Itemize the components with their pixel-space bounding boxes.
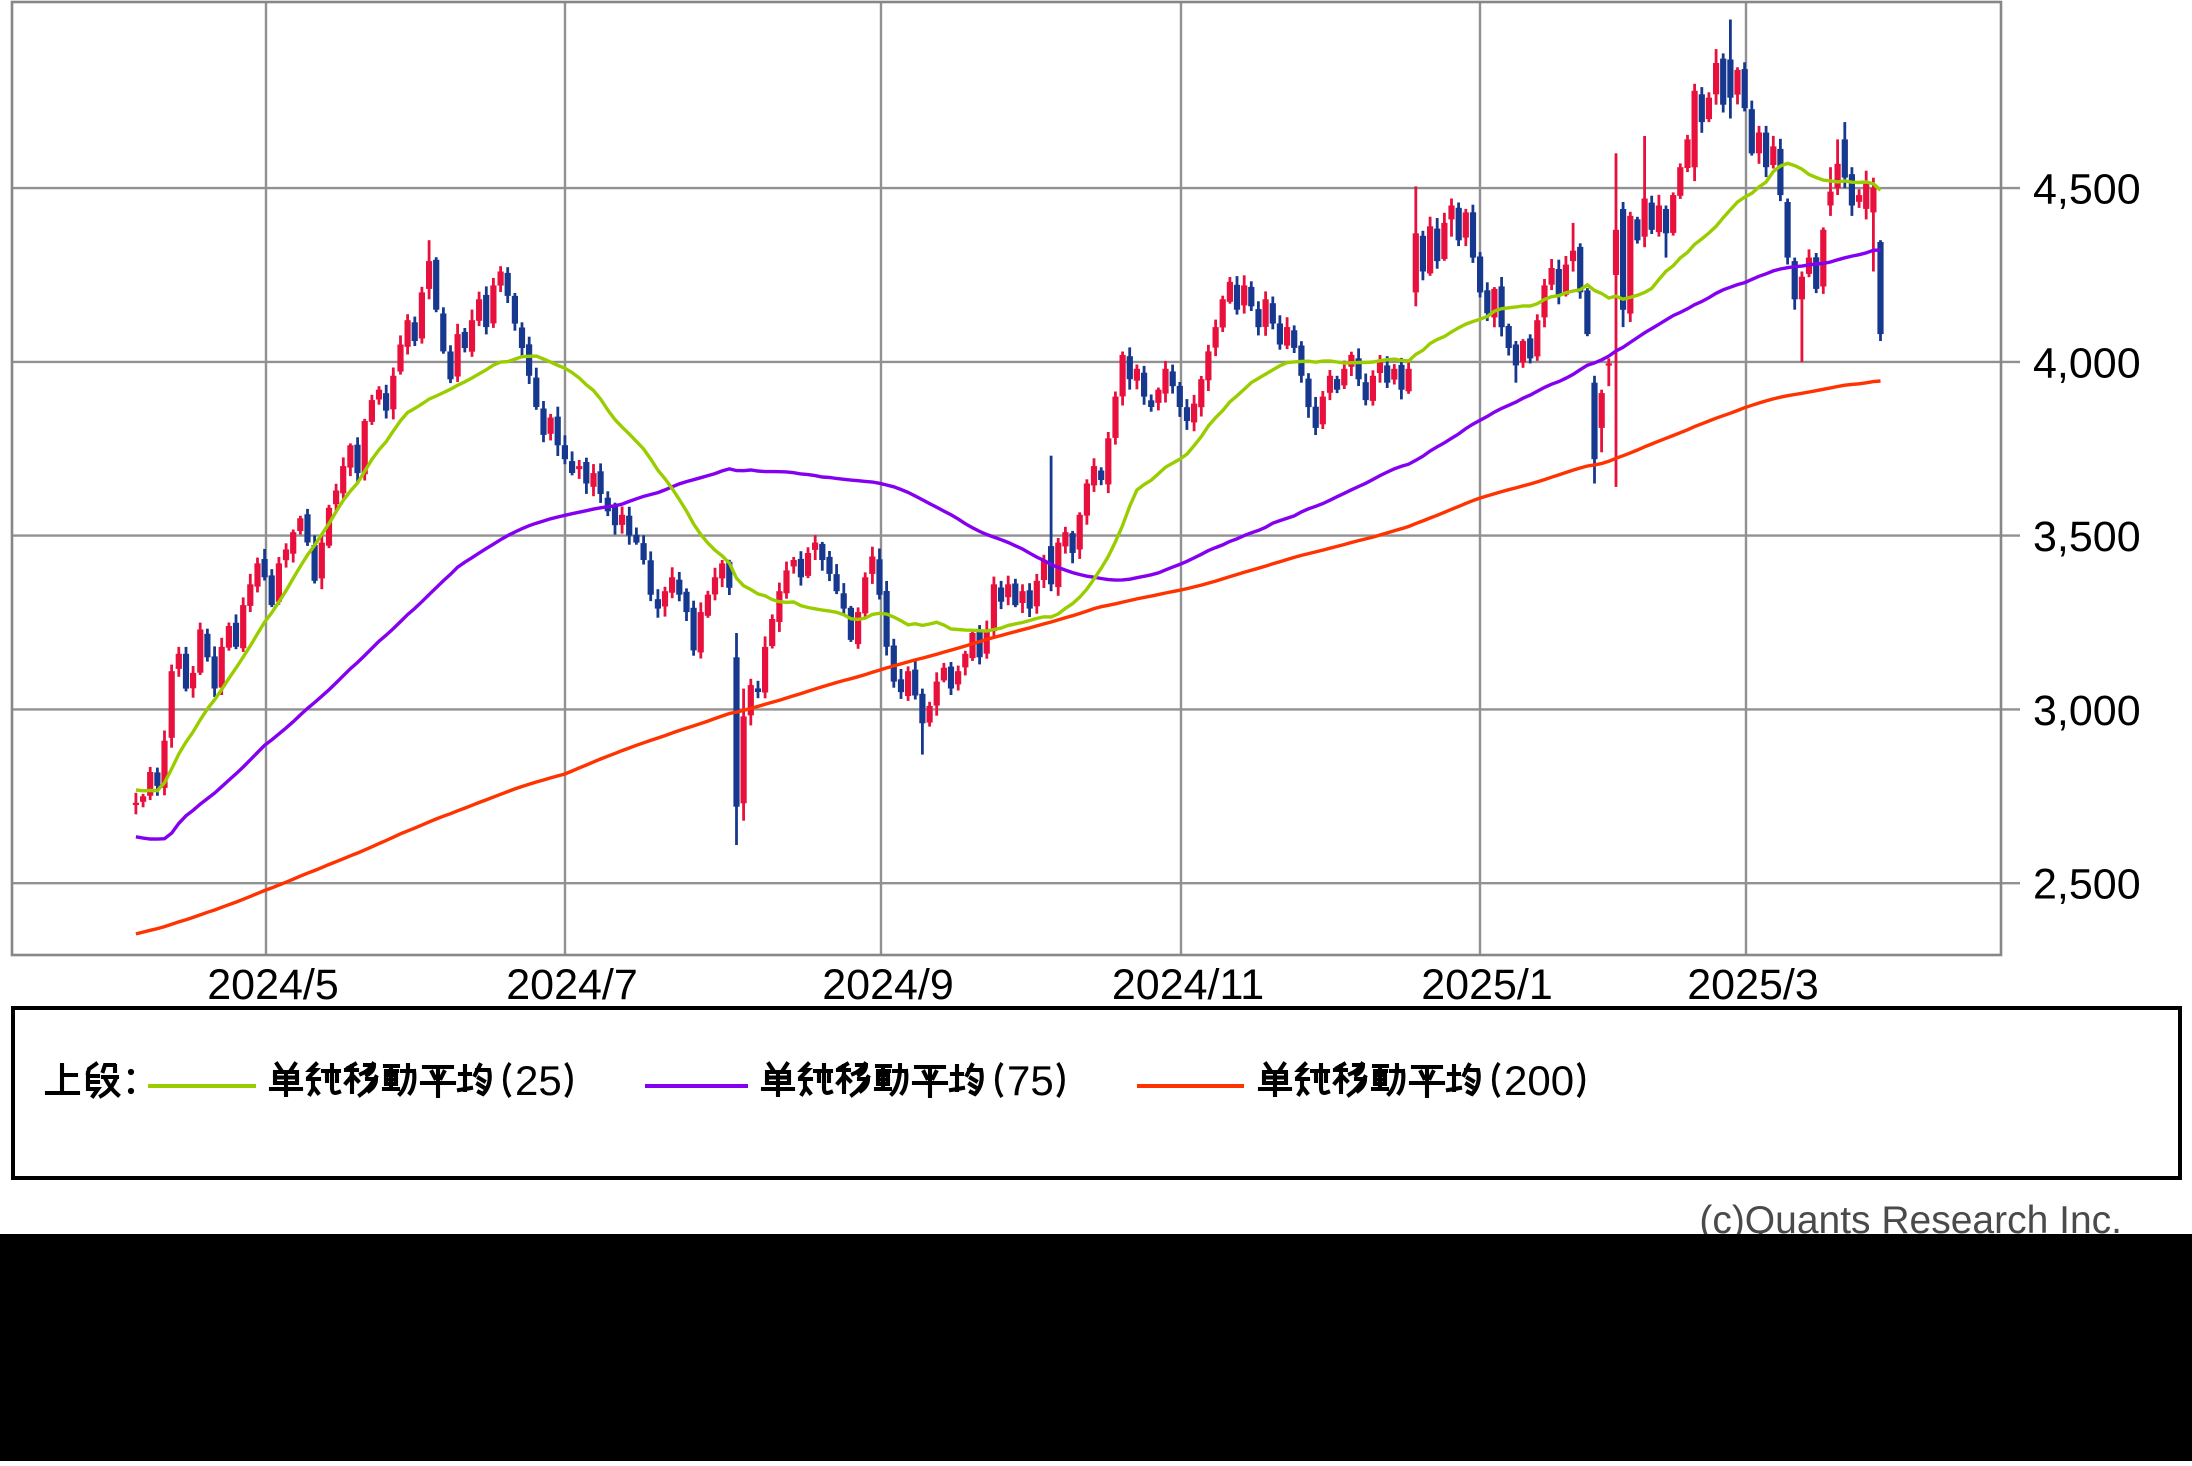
svg-text:25: 25 (515, 1057, 562, 1104)
svg-text:3,000: 3,000 (2033, 687, 2141, 735)
svg-text:200: 200 (1504, 1057, 1574, 1104)
svg-text:2,500: 2,500 (2033, 861, 2141, 909)
svg-text:2025/1: 2025/1 (1421, 961, 1553, 1009)
svg-text:75: 75 (1007, 1057, 1054, 1104)
svg-text:2024/9: 2024/9 (822, 961, 954, 1009)
svg-text:2024/11: 2024/11 (1112, 961, 1264, 1009)
svg-text:2024/7: 2024/7 (506, 961, 638, 1009)
svg-text:2024/5: 2024/5 (207, 961, 339, 1009)
svg-text:2025/3: 2025/3 (1687, 961, 1819, 1009)
svg-text:3,500: 3,500 (2033, 513, 2141, 561)
svg-text:4,500: 4,500 (2033, 166, 2141, 214)
svg-text:4,000: 4,000 (2033, 339, 2141, 387)
